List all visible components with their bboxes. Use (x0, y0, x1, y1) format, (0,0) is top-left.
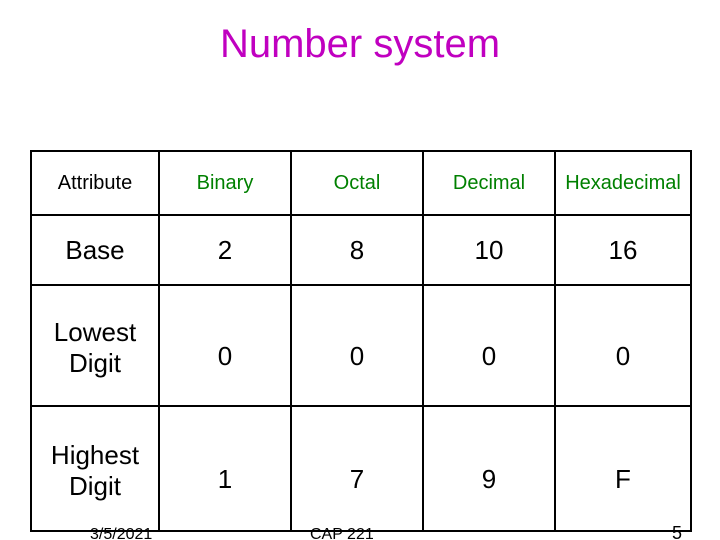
cell: F (555, 406, 691, 531)
cell: 1 (159, 406, 291, 531)
table-row: Lowest Digit 0 0 0 0 (31, 285, 691, 406)
footer-page: 5 (672, 523, 682, 540)
number-system-table: Attribute Binary Octal Decimal Hexadecim… (30, 150, 690, 532)
table-header-row: Attribute Binary Octal Decimal Hexadecim… (31, 151, 691, 215)
slide-title: Number system (0, 22, 720, 67)
table: Attribute Binary Octal Decimal Hexadecim… (30, 150, 692, 532)
cell: 10 (423, 215, 555, 285)
header-octal: Octal (291, 151, 423, 215)
row-label-highest: Highest Digit (31, 406, 159, 531)
cell: 0 (291, 285, 423, 406)
footer-date: 3/5/2021 (90, 526, 152, 540)
row-label-base: Base (31, 215, 159, 285)
header-attribute: Attribute (31, 151, 159, 215)
slide: Number system Attribute Binary Octal Dec… (0, 22, 720, 540)
cell: 0 (423, 285, 555, 406)
header-binary: Binary (159, 151, 291, 215)
footer-course: CAP 221 (310, 526, 374, 540)
cell: 2 (159, 215, 291, 285)
cell: 8 (291, 215, 423, 285)
cell: 16 (555, 215, 691, 285)
cell: 9 (423, 406, 555, 531)
cell: 0 (555, 285, 691, 406)
cell: 7 (291, 406, 423, 531)
table-row: Base 2 8 10 16 (31, 215, 691, 285)
header-decimal: Decimal (423, 151, 555, 215)
table-row: Highest Digit 1 7 9 F (31, 406, 691, 531)
header-hexadecimal: Hexadecimal (555, 151, 691, 215)
row-label-lowest: Lowest Digit (31, 285, 159, 406)
cell: 0 (159, 285, 291, 406)
